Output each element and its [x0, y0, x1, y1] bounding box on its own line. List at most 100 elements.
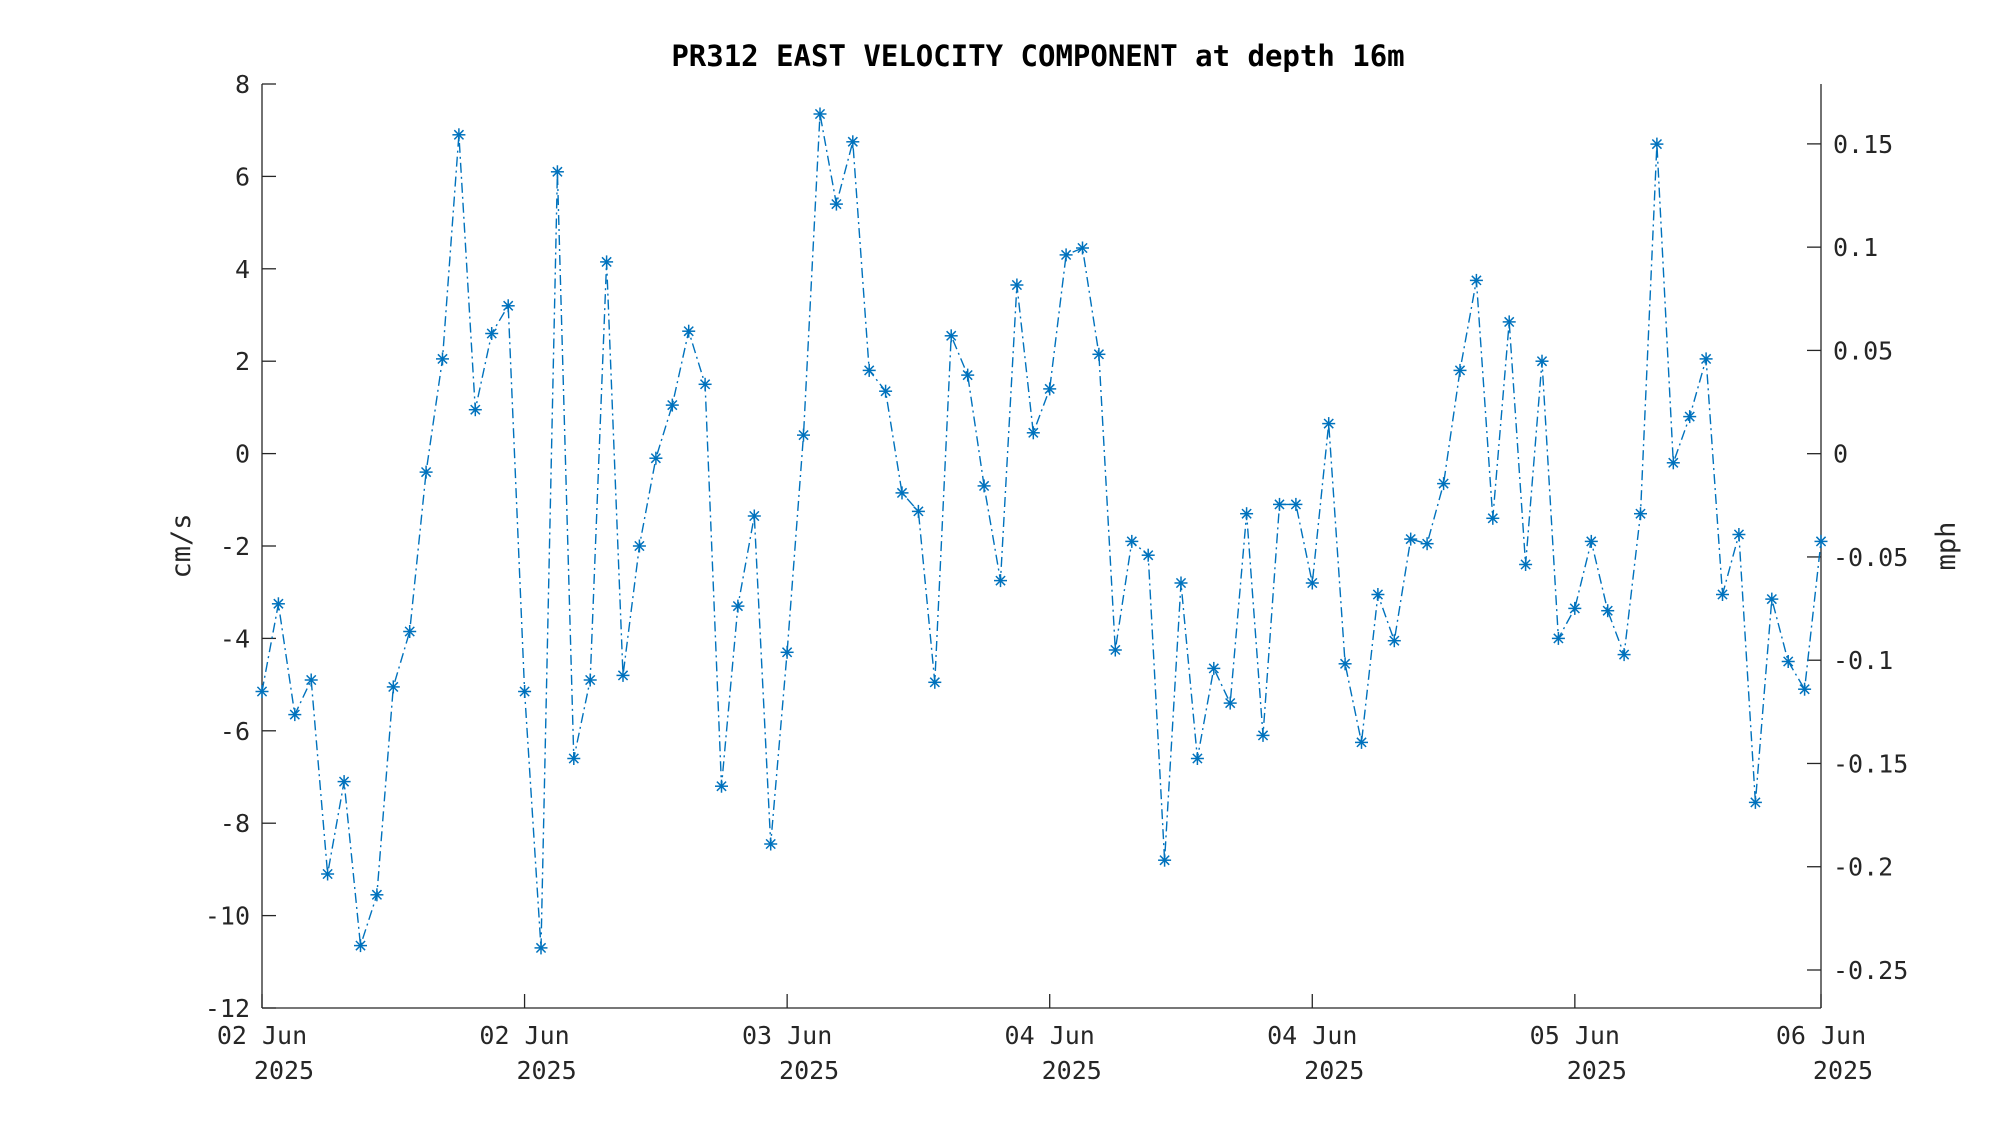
data-point — [1043, 382, 1057, 396]
x-tick-label-date: 02 Jun — [217, 1021, 307, 1050]
data-point — [370, 888, 384, 902]
y2-axis-label: mph — [1931, 522, 1962, 571]
y2-tick-label: -0.05 — [1833, 543, 1908, 572]
data-point — [649, 451, 663, 465]
chart-title: PR312 EAST VELOCITY COMPONENT at depth 1… — [671, 39, 1404, 73]
data-point — [1437, 477, 1451, 491]
data-point — [928, 675, 942, 689]
data-point — [550, 165, 564, 179]
data-point — [1699, 352, 1713, 366]
data-point — [731, 599, 745, 613]
data-point — [583, 673, 597, 687]
x-tick-label-year: 2025 — [254, 1056, 314, 1085]
data-point — [288, 708, 302, 722]
data-point — [271, 597, 285, 611]
data-point — [1371, 588, 1385, 601]
data-point — [403, 625, 417, 638]
y2-tick-label: -0.15 — [1833, 749, 1908, 778]
data-point — [1305, 576, 1319, 590]
data-point — [567, 752, 581, 765]
y-tick-label: 4 — [235, 255, 250, 284]
data-point — [1584, 534, 1598, 548]
y2-tick-label: 0 — [1833, 440, 1848, 469]
data-point — [1814, 534, 1828, 548]
data-point — [534, 941, 548, 955]
data-point — [1634, 507, 1647, 521]
data-point — [994, 574, 1007, 588]
data-point — [1322, 417, 1336, 431]
data-point — [1469, 273, 1483, 287]
y-tick-label: 2 — [235, 347, 250, 376]
data-point — [764, 837, 778, 851]
data-point — [321, 867, 335, 881]
data-point — [1338, 657, 1352, 671]
data-point — [1535, 354, 1549, 368]
x-tick-label-date: 02 Jun — [479, 1021, 569, 1050]
data-point — [1798, 682, 1812, 696]
data-point — [1601, 604, 1615, 618]
data-point — [944, 329, 958, 343]
data-point — [436, 352, 449, 366]
data-point — [1781, 655, 1795, 668]
data-point — [1256, 728, 1270, 742]
data-point — [665, 398, 679, 412]
data-point — [1486, 511, 1500, 525]
y-tick-label: -12 — [205, 994, 250, 1023]
series-line — [261, 113, 1822, 948]
data-point — [1108, 643, 1122, 657]
x-tick-label-year: 2025 — [1304, 1056, 1364, 1085]
data-point — [1026, 426, 1040, 440]
x-tick-label-year: 2025 — [779, 1056, 839, 1085]
data-point — [682, 324, 696, 338]
data-point — [1765, 592, 1779, 606]
data-point — [1092, 347, 1106, 361]
data-point — [1223, 696, 1237, 710]
data-point — [452, 128, 466, 142]
data-point — [337, 775, 351, 789]
data-point — [1519, 558, 1533, 571]
data-point — [797, 428, 810, 442]
data-point — [698, 377, 712, 391]
y2-tick-label: -0.1 — [1833, 646, 1893, 675]
data-point — [600, 255, 614, 269]
data-point — [304, 673, 318, 687]
x-tick-label-year: 2025 — [1567, 1056, 1627, 1085]
data-point — [1190, 752, 1204, 765]
data-point — [1650, 137, 1664, 151]
x-tick-label-date: 05 Jun — [1530, 1021, 1620, 1050]
data-point — [1010, 278, 1024, 292]
y-axis-label: cm/s — [166, 513, 197, 578]
data-point — [1683, 410, 1697, 424]
y-tick-label: 6 — [235, 162, 250, 191]
y-tick-label: -8 — [220, 809, 250, 838]
y2-tick-label: 0.05 — [1833, 336, 1893, 365]
data-point — [1355, 735, 1368, 749]
y-tick-label: -2 — [220, 532, 250, 561]
data-point — [715, 779, 728, 793]
data-point — [780, 645, 794, 659]
y2-tick-label: 0.15 — [1833, 130, 1893, 159]
data-point — [1289, 497, 1303, 511]
data-point — [846, 135, 860, 149]
data-point — [1207, 661, 1221, 675]
data-point — [255, 685, 269, 698]
data-point — [1732, 528, 1746, 541]
data-point — [813, 107, 827, 121]
data-point — [1453, 363, 1467, 377]
data-point — [747, 509, 761, 523]
data-point — [1158, 853, 1172, 867]
data-point — [419, 465, 433, 479]
data-point — [485, 327, 499, 340]
y-tick-label: -6 — [220, 717, 250, 746]
data-point — [829, 197, 843, 211]
y2-tick-label: -0.2 — [1833, 853, 1893, 882]
data-point — [1387, 634, 1401, 648]
data-point — [895, 486, 909, 500]
data-point — [1125, 534, 1139, 548]
data-point — [1404, 532, 1418, 546]
data-point — [1273, 497, 1286, 511]
data-point — [386, 680, 400, 694]
x-tick-label-date: 04 Jun — [1267, 1021, 1357, 1050]
data-point — [1059, 248, 1073, 262]
